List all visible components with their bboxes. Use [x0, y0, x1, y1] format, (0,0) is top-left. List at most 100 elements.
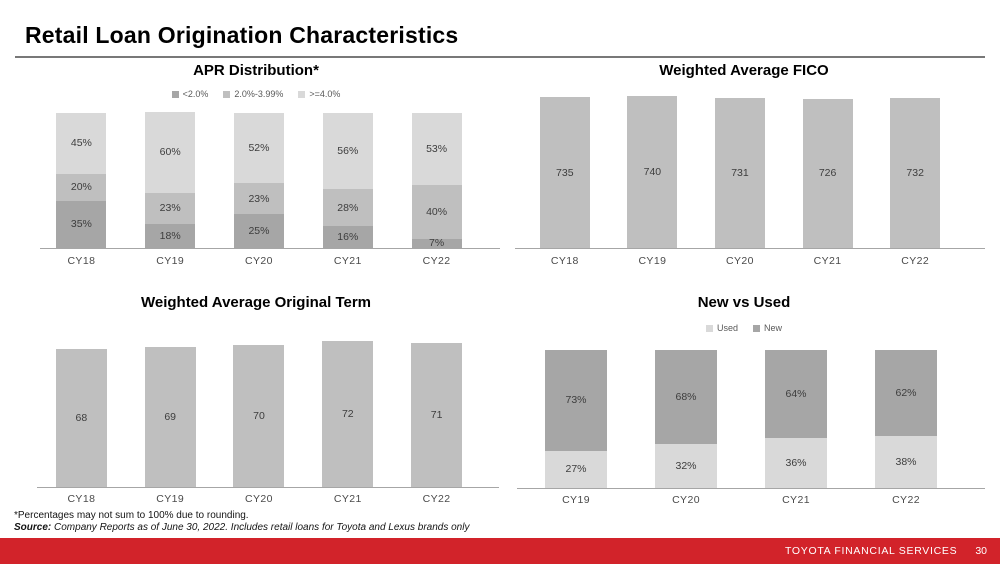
bar: 27% 73%: [545, 350, 607, 488]
footnote-rounding: *Percentages may not sum to 100% due to …: [14, 510, 249, 521]
bar-group: 72: [303, 340, 392, 487]
category-label: CY20: [672, 494, 700, 506]
bar: 18% 23% 60%: [145, 111, 196, 248]
value-label: 53%: [426, 142, 448, 155]
bar-group: 69: [126, 341, 215, 487]
bar-segment: 70: [233, 345, 285, 487]
bar-segment: 60%: [145, 111, 196, 193]
value-label: 72: [341, 407, 354, 420]
value-label: 27%: [565, 463, 587, 476]
bar-segment: 23%: [145, 192, 196, 224]
x-axis-line: [517, 488, 985, 489]
bar-segment: 40%: [411, 184, 462, 239]
value-label: 23%: [159, 202, 181, 215]
footnote-source-label: Source:: [14, 522, 52, 533]
bar: 68: [55, 349, 107, 487]
legend-label: <2.0%: [182, 89, 209, 99]
bar-segment: 62%: [875, 350, 937, 436]
bar-group: 16% 28% 56%: [303, 113, 392, 248]
category-label: CY18: [67, 493, 96, 505]
legend-item: >=4.0%: [298, 89, 340, 99]
legend-item: 2.0%-3.99%: [223, 89, 283, 99]
x-axis-labels: CY18 CY19 CY20 CY21 CY22: [37, 255, 481, 267]
bar-segment: 25%: [233, 214, 284, 248]
value-label: 38%: [895, 455, 917, 468]
bar-group: 731: [696, 96, 784, 248]
x-axis-labels: CY18 CY19 CY20 CY21 CY22: [37, 493, 481, 505]
bar: 7% 40% 53%: [411, 113, 462, 249]
bar-segment: 732: [890, 97, 941, 248]
value-label: 56%: [337, 144, 359, 157]
bar-segment: 16%: [322, 226, 373, 248]
x-axis-labels: CY19 CY20 CY21 CY22: [521, 494, 961, 506]
bar-segment: 731: [714, 97, 765, 248]
category-label: CY22: [422, 493, 451, 505]
value-label: 73%: [565, 394, 587, 407]
value-label: 64%: [785, 388, 807, 401]
bar: 16% 28% 56%: [322, 113, 373, 248]
legend-label: >=4.0%: [309, 89, 341, 99]
value-label: 62%: [895, 386, 917, 399]
footnote-source-text: Company Reports as of June 30, 2022. Inc…: [51, 522, 470, 533]
legend-item: <2.0%: [171, 89, 209, 99]
value-label: 28%: [337, 201, 359, 214]
value-label: 735: [556, 166, 574, 179]
bar: 36% 64%: [765, 350, 827, 488]
bar-group: 32% 68%: [631, 350, 741, 488]
bar-segment: 72: [322, 340, 374, 487]
legend-swatch-icon: [298, 90, 306, 98]
bar-segment: 45%: [56, 113, 107, 174]
category-label: CY19: [156, 493, 185, 505]
bar-group: 36% 64%: [741, 350, 851, 488]
bar-group: 25% 23% 52%: [215, 113, 304, 248]
legend-label: New: [764, 323, 783, 333]
bar-segment: 735: [539, 97, 590, 248]
bar-group: 18% 23% 60%: [126, 111, 215, 248]
chart-legend: <2.0% 2.0%-3.99% >=4.0%: [15, 89, 497, 99]
bar-segment: 740: [627, 96, 678, 248]
legend-swatch-icon: [705, 324, 713, 332]
category-label: CY21: [813, 255, 842, 267]
bar-segment: 53%: [411, 113, 462, 185]
value-label: 18%: [159, 229, 181, 242]
x-axis-line: [37, 487, 499, 488]
value-label: 52%: [248, 142, 270, 155]
bar-segment: 69: [144, 347, 196, 487]
category-label: CY21: [333, 255, 362, 267]
bar: 726: [802, 98, 853, 248]
value-label: 68%: [675, 390, 697, 403]
footer-company-name: TOYOTA FINANCIAL SERVICES: [784, 545, 958, 557]
bar-group: 35% 20% 45%: [37, 113, 126, 248]
category-label: CY20: [726, 255, 754, 267]
category-label: CY22: [901, 255, 930, 267]
bar: 70: [233, 345, 285, 487]
bar-group: 7% 40% 53%: [392, 113, 481, 249]
bar-segment: 18%: [145, 223, 196, 248]
bar-segment: 7%: [411, 237, 462, 249]
chart-plot-area: 35% 20% 45% 18% 23% 60% 25% 23% 52% 16% 28% 56% 7% 40…: [37, 111, 481, 249]
footer-page-number: 30: [975, 545, 987, 557]
page-title: Retail Loan Origination Characteristics: [25, 22, 459, 48]
chart-title: Weighted Average Original Term: [140, 294, 372, 311]
chart-new-vs-used: New vs Used Used New 27% 73% 32% 68% 36% 64% 38…: [503, 292, 985, 512]
bar-segment: 23%: [233, 183, 284, 215]
footnote-source: Source: Company Reports as of June 30, 2…: [14, 522, 469, 533]
value-label: 45%: [70, 137, 92, 150]
footer-bar: TOYOTA FINANCIAL SERVICES 30: [0, 538, 1000, 564]
chart-title: Weighted Average FICO: [659, 62, 829, 79]
value-label: 731: [731, 166, 749, 179]
category-label: CY19: [562, 494, 590, 506]
value-label: 60%: [159, 146, 181, 159]
bar: 71: [411, 343, 463, 487]
value-label: 726: [818, 167, 837, 180]
legend-swatch-icon: [223, 90, 231, 98]
value-label: 25%: [248, 225, 270, 238]
bar: 32% 68%: [655, 350, 717, 488]
chart-apr-distribution: APR Distribution* <2.0% 2.0%-3.99% >=4.0% …: [15, 62, 500, 282]
bar-group: 732: [871, 96, 959, 248]
category-label: CY18: [550, 255, 579, 267]
bar-segment: 56%: [322, 113, 373, 189]
bar-segment: 32%: [655, 443, 717, 488]
value-label: 70: [253, 410, 265, 423]
